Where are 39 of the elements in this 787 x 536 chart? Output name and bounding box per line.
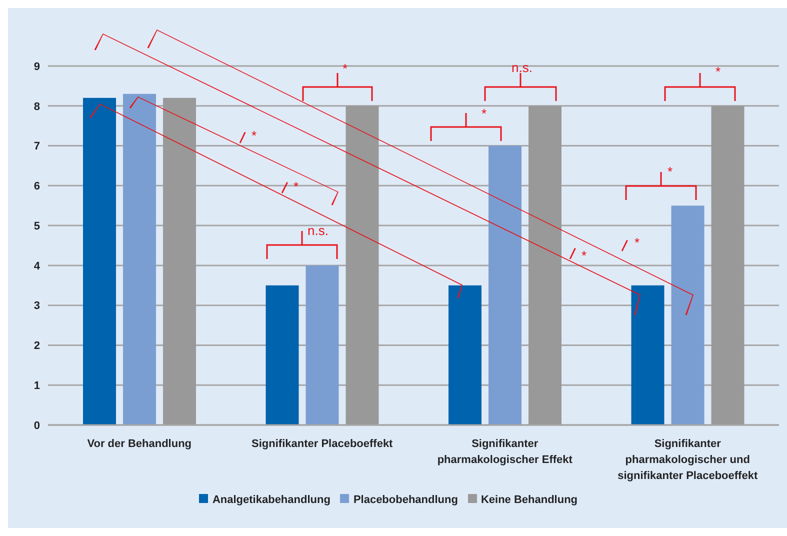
bar	[163, 98, 196, 425]
bar	[528, 106, 562, 425]
y-tick-label: 8	[34, 100, 40, 113]
y-tick-label: 9	[34, 60, 40, 73]
y-tick-label: 0	[34, 420, 40, 432]
bar	[266, 285, 299, 425]
x-tick-label: Signifikanter pharmakologischer und signifikanter Placeboeffekt	[618, 438, 758, 482]
legend-label: Keine Behandlung	[480, 494, 578, 506]
annotation: *	[715, 64, 721, 79]
x-tick-label: Vor der Behandlung	[87, 438, 192, 450]
annotation: *	[342, 61, 348, 76]
bar	[306, 265, 339, 425]
bar	[631, 285, 664, 425]
annotation: n.s.	[512, 60, 532, 75]
y-tick-label: 1	[34, 380, 40, 392]
bar	[83, 98, 116, 425]
annotation: n.s.	[308, 223, 328, 238]
bar	[346, 106, 379, 425]
x-tick-label: Signifikanter pharmakologischer Effekt	[437, 438, 573, 466]
y-tick-label: 3	[34, 300, 40, 312]
annotation: *	[251, 128, 257, 143]
annotation: *	[293, 179, 299, 194]
bar	[488, 146, 522, 425]
annotation: *	[581, 248, 587, 263]
bar	[448, 285, 482, 425]
legend-label: Analgetikabehandlung	[212, 494, 330, 506]
annotation: *	[481, 106, 487, 121]
y-tick-label: 5	[34, 220, 40, 232]
annotation: *	[634, 235, 640, 250]
y-tick-label: 7	[34, 140, 40, 153]
y-tick-label: 6	[34, 180, 40, 193]
bar	[671, 206, 704, 425]
y-tick-label: 2	[34, 340, 40, 352]
legend-label: Placebobehandlung	[353, 494, 458, 506]
bar	[123, 94, 156, 425]
annotation: *	[667, 164, 673, 179]
bar	[711, 106, 744, 425]
y-tick-label: 4	[34, 260, 41, 272]
x-tick-label: Signifikanter Placeboeffekt	[252, 438, 394, 450]
